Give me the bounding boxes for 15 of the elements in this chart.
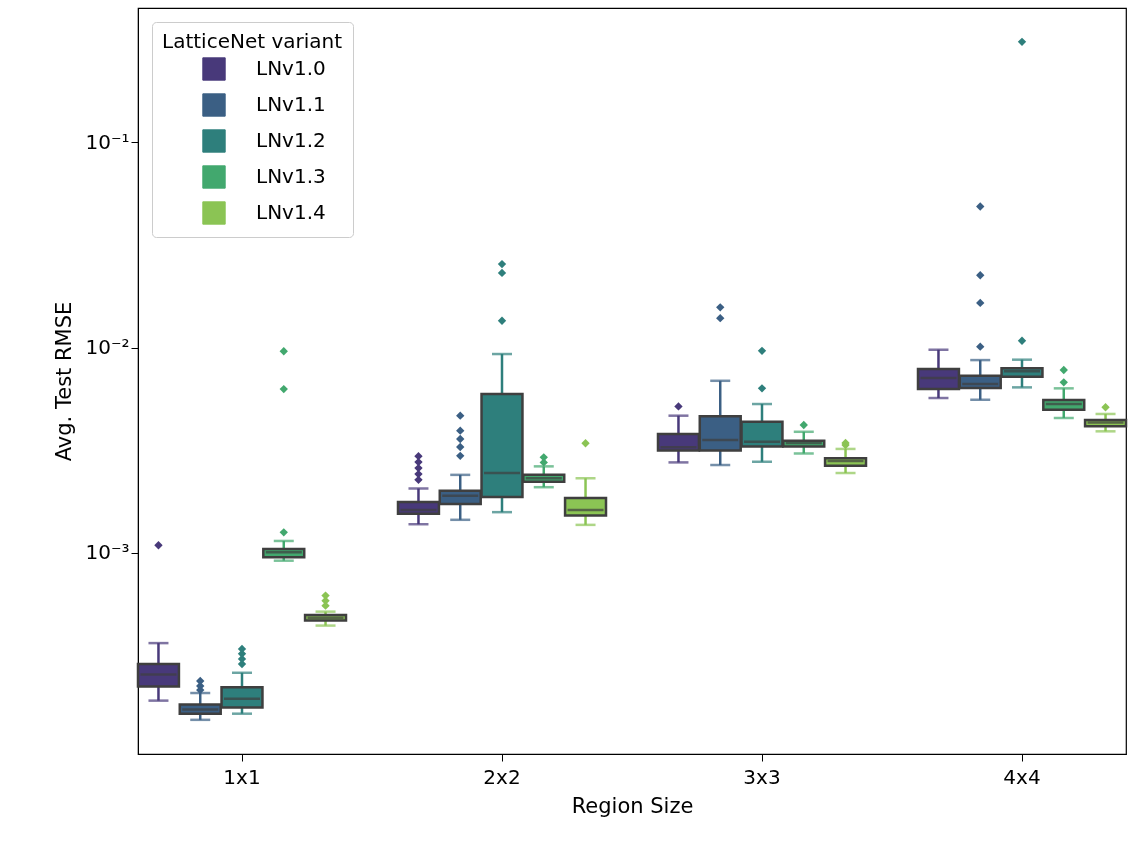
y-axis-title: Avg. Test RMSE xyxy=(52,301,77,462)
legend-label: LNv1.3 xyxy=(256,164,326,188)
legend-label: LNv1.2 xyxy=(256,128,326,152)
legend-label: LNv1.1 xyxy=(256,92,326,116)
x-tick-label: 2x2 xyxy=(483,764,521,789)
x-tick-label: 1x1 xyxy=(223,764,261,789)
legend-label: LNv1.0 xyxy=(256,56,326,80)
y-tick-label: 10⁻¹ xyxy=(85,129,130,154)
x-tick-label: 3x3 xyxy=(743,764,781,789)
x-axis-title: Region Size xyxy=(571,793,694,818)
y-tick-label: 10⁻³ xyxy=(85,540,130,565)
y-tick-label: 10⁻² xyxy=(85,335,130,360)
legend-title: LatticeNet variant xyxy=(162,29,343,53)
legend-label: LNv1.4 xyxy=(256,200,326,224)
x-tick-label: 4x4 xyxy=(1003,764,1041,789)
